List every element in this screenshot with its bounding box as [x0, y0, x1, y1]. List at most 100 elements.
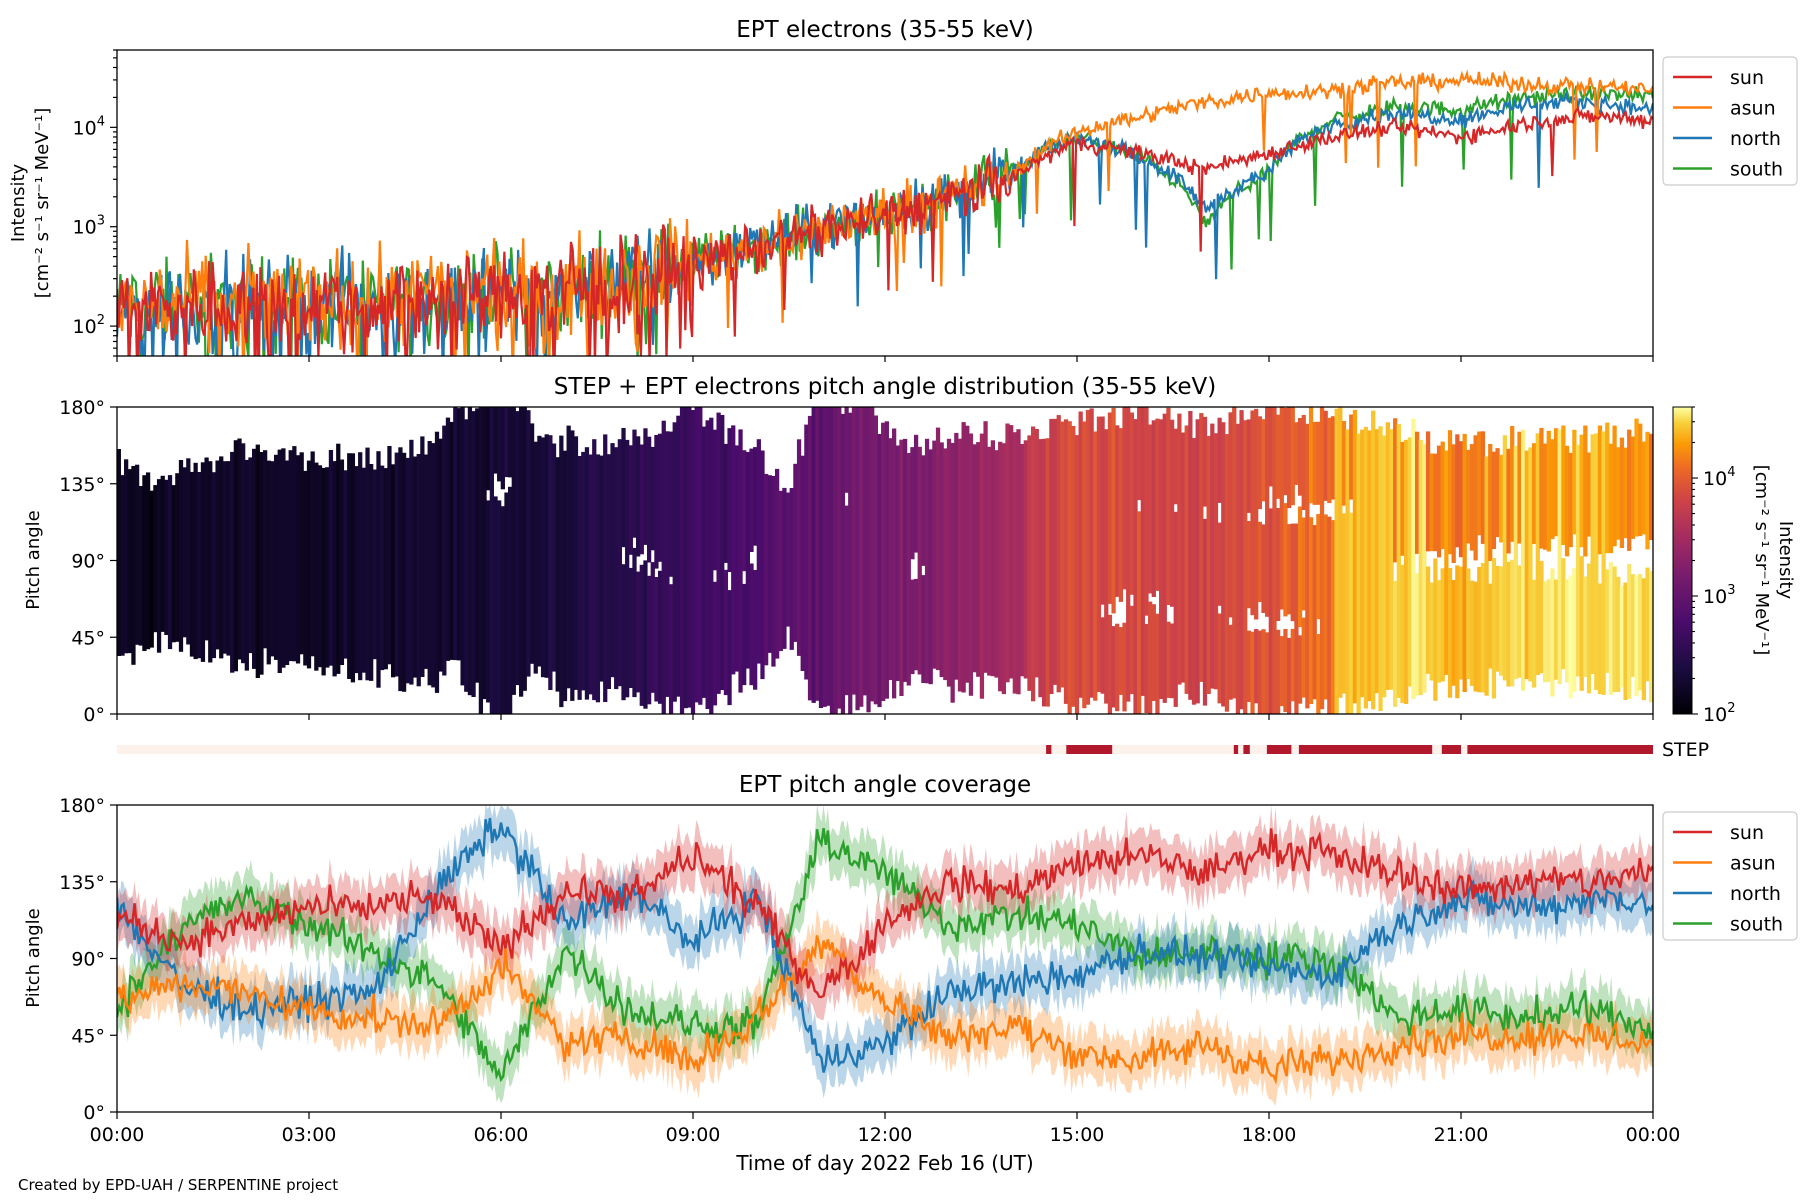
heatmap-cell [1466, 449, 1471, 544]
heatmap-cell [723, 569, 729, 696]
heatmap-cell [460, 407, 465, 686]
heatmap-cell [167, 475, 173, 650]
heatmap-cell [456, 408, 462, 661]
panel4-ytick-label: 180° [59, 795, 105, 817]
panel1-ylabel-group: Intensity [cm⁻² s⁻¹ sr⁻¹ MeV⁻¹] [8, 108, 53, 299]
heatmap-cell [1594, 433, 1599, 690]
heatmap-cell [544, 434, 549, 678]
colorbar-tick-label: 102 [1703, 701, 1735, 726]
panel4-series-sun-line [117, 828, 1653, 999]
heatmap-cell [299, 452, 304, 655]
heatmap-cell [145, 472, 151, 650]
heatmap-cell [1433, 558, 1438, 701]
heatmap-cell [1400, 564, 1405, 703]
heatmap-cell [870, 407, 875, 702]
heatmap-cell [1133, 419, 1138, 714]
heatmap-cell [1199, 413, 1204, 682]
heatmap-cell [1316, 421, 1321, 505]
heatmap-cell [1202, 416, 1208, 507]
heatmap-cell [1517, 565, 1522, 678]
heatmap-cell [1041, 438, 1047, 707]
heatmap-cell [742, 450, 747, 572]
heatmap-cell [1561, 425, 1566, 545]
heatmap-cell [1140, 407, 1145, 696]
heatmap-cell [445, 417, 451, 661]
heatmap-cell [1429, 582, 1434, 681]
heatmap-cell [1290, 628, 1295, 702]
panel4-y-axis: 0° 45° 90° 135° 180° [59, 795, 117, 1124]
heatmap-cell [1612, 566, 1617, 692]
heatmap-cell [284, 460, 290, 665]
heatmap-cell [266, 460, 271, 665]
heatmap-cell [1539, 427, 1544, 549]
heatmap-cell [643, 560, 648, 709]
heatmap-cell [252, 448, 257, 669]
heatmap-cell [1627, 429, 1632, 551]
panel1-legend-label-asun: asun [1730, 98, 1776, 120]
heatmap-cell [1162, 413, 1167, 703]
heatmap-cell [800, 455, 805, 671]
heatmap-cell [1553, 428, 1559, 537]
panel4-series-south-line [117, 828, 1653, 1083]
heatmap-cell [533, 441, 538, 674]
heatmap-cell [1407, 437, 1412, 687]
heatmap-cell [1488, 583, 1493, 669]
heatmap-cell [1246, 521, 1252, 609]
panel4-series-north-line [117, 817, 1653, 1073]
heatmap-cell [844, 505, 849, 696]
heatmap-cell [1177, 413, 1182, 685]
panel4-xlabel: Time of day 2022 Feb 16 (UT) [735, 1151, 1033, 1175]
heatmap-cell [753, 447, 758, 546]
heatmap-cell [1016, 429, 1021, 695]
heatmap-cell [1597, 425, 1603, 555]
heatmap-cell [405, 457, 410, 684]
heatmap-cell [317, 465, 323, 668]
heatmap-cell [928, 449, 933, 685]
heatmap-cell [1601, 431, 1606, 695]
heatmap-cell [910, 447, 915, 560]
panel1-legend-box [1662, 56, 1798, 186]
heatmap-cell [1451, 444, 1456, 563]
heatmap-cell [1221, 422, 1226, 707]
heatmap-cell [1265, 407, 1270, 617]
heatmap-cell [672, 422, 677, 702]
heatmap-cell [423, 454, 429, 669]
heatmap-cell [1330, 520, 1336, 714]
heatmap-cell [1374, 429, 1380, 694]
heatmap-cell [1605, 422, 1610, 554]
panel4-legend-label-asun: asun [1730, 853, 1776, 875]
heatmap-cell [153, 485, 158, 633]
heatmap-cell [932, 440, 937, 669]
heatmap-cell [1645, 431, 1650, 550]
heatmap-cell [1104, 429, 1109, 704]
heatmap-cell [650, 562, 655, 693]
heatmap-cell [233, 440, 238, 672]
heatmap-cell [1619, 437, 1625, 548]
heatmap-cell [134, 464, 140, 645]
panel-pitch-angle-coverage: EPT pitch angle coverage 0° 45° 90° 135° 180… [23, 772, 1798, 1175]
heatmap-cell [1301, 617, 1306, 698]
panel1-legend-label-south: south [1730, 159, 1783, 181]
heatmap-cell [921, 575, 926, 683]
heatmap-cell [1250, 410, 1255, 616]
step-available-bar [1467, 745, 1653, 754]
heatmap-cell [844, 407, 849, 493]
heatmap-cell [1268, 508, 1273, 714]
heatmap-cell [1473, 435, 1478, 561]
heatmap-cell [1327, 516, 1332, 714]
panel1-series-north-line [117, 89, 1653, 356]
step-available-bar [1298, 745, 1433, 754]
heatmap-cell [621, 428, 626, 548]
heatmap-cell [1414, 431, 1420, 554]
heatmap-cell [306, 460, 312, 669]
heatmap-cell [1224, 434, 1230, 712]
heatmap-cell [588, 454, 593, 695]
heatmap-cell [475, 408, 480, 683]
heatmap-cell [1144, 407, 1149, 616]
heatmap-cell [1360, 429, 1365, 698]
panel4-xtick-label: 00:00 [90, 1124, 145, 1146]
heatmap-cell [1389, 429, 1394, 690]
heatmap-cell [438, 438, 443, 672]
colorbar-label-line2: [cm⁻² s⁻¹ sr⁻¹ MeV⁻¹] [1751, 465, 1772, 656]
step-available-bar [1046, 745, 1052, 754]
